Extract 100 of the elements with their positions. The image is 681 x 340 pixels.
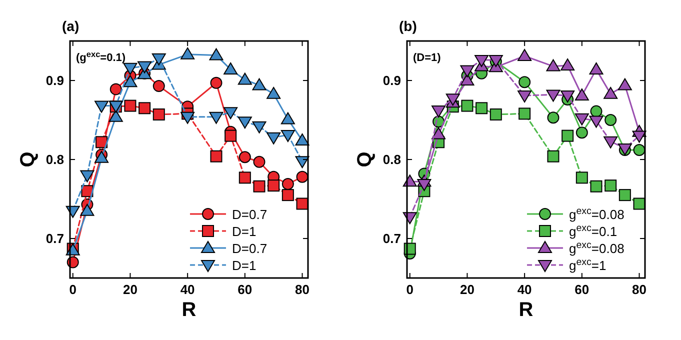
y-axis-title: Q [17, 152, 39, 168]
legend-label: D=0.7 [232, 207, 268, 222]
point [432, 106, 446, 118]
point [518, 108, 531, 120]
y-tick-label: 0.9 [46, 73, 64, 88]
x-tick-label: 20 [122, 282, 138, 297]
legend-label: g$^{exc}$=0.1 [569, 222, 618, 239]
point [96, 136, 108, 148]
point [238, 72, 252, 85]
point [224, 107, 238, 120]
point [224, 62, 238, 74]
point [576, 126, 588, 139]
point [110, 83, 122, 96]
point [460, 74, 474, 86]
point [461, 100, 474, 112]
legend-label: g$^{exc}$=1 [569, 256, 606, 273]
point [604, 114, 617, 126]
point [209, 112, 224, 124]
annotation: (g$^{exc}$=0.1) [76, 50, 126, 64]
point [518, 90, 532, 103]
x-tick-label: 40 [517, 282, 532, 297]
x-tick-label: 40 [180, 282, 195, 297]
x-tick-label: 80 [632, 282, 646, 297]
point [94, 100, 109, 113]
point [296, 198, 308, 210]
x-tick-label: 60 [238, 282, 252, 297]
point [209, 48, 224, 60]
point [618, 189, 631, 202]
point [123, 62, 138, 75]
point [476, 102, 488, 114]
point [108, 110, 123, 122]
point [80, 170, 94, 182]
point [224, 130, 237, 142]
point [474, 54, 489, 67]
point [295, 156, 310, 168]
point [238, 172, 251, 184]
point [547, 112, 560, 124]
chart-title: (b) [399, 18, 417, 34]
point [266, 86, 281, 99]
y-tick-label: 0.9 [382, 73, 401, 88]
point [152, 53, 166, 66]
point [268, 180, 280, 192]
point [632, 130, 646, 143]
point [604, 180, 617, 192]
legend-label: g$^{exc}$=0.08 [569, 206, 624, 222]
point [123, 75, 138, 88]
point [138, 102, 151, 114]
point [490, 108, 502, 120]
point [252, 78, 266, 90]
point [252, 121, 266, 134]
legend-label: D=1 [232, 258, 256, 273]
point [574, 113, 589, 126]
point [560, 58, 575, 70]
point [574, 88, 589, 101]
point [138, 61, 152, 74]
annotation: (D=1) [413, 52, 442, 64]
legend-label: D=1 [232, 224, 256, 239]
point [282, 189, 294, 202]
chart-title: (a) [62, 18, 80, 34]
point [633, 198, 646, 210]
point [589, 116, 604, 128]
point [460, 65, 474, 78]
point [590, 180, 602, 192]
point [266, 132, 281, 144]
point [518, 49, 532, 62]
point [402, 212, 417, 224]
point [546, 90, 560, 102]
point [589, 62, 604, 74]
point [280, 130, 295, 142]
point [238, 151, 251, 164]
point [210, 150, 222, 162]
y-tick-label: 0.8 [382, 152, 401, 167]
x-tick-label: 20 [460, 282, 474, 297]
y-axis-title: Q [354, 152, 376, 168]
point [547, 150, 560, 162]
point [562, 130, 574, 142]
point [253, 180, 266, 192]
legend-label: D=0.7 [232, 241, 268, 256]
point [280, 112, 295, 124]
point [417, 178, 432, 191]
point [80, 204, 94, 216]
point [210, 76, 222, 89]
point [180, 47, 195, 60]
point [282, 178, 294, 190]
x-tick-label: 0 [406, 282, 414, 297]
legend-label: g$^{exc}$=0.08 [569, 240, 624, 256]
point [152, 108, 165, 120]
point [576, 172, 588, 184]
point [633, 144, 646, 156]
x-axis-title: R [518, 299, 534, 321]
point [518, 76, 531, 88]
x-tick-label: 0 [69, 282, 76, 297]
point [295, 134, 310, 146]
point [296, 170, 308, 183]
point [253, 156, 266, 168]
point [238, 116, 252, 129]
point [604, 136, 618, 148]
point [560, 90, 575, 103]
point [152, 80, 165, 92]
point [618, 78, 632, 90]
